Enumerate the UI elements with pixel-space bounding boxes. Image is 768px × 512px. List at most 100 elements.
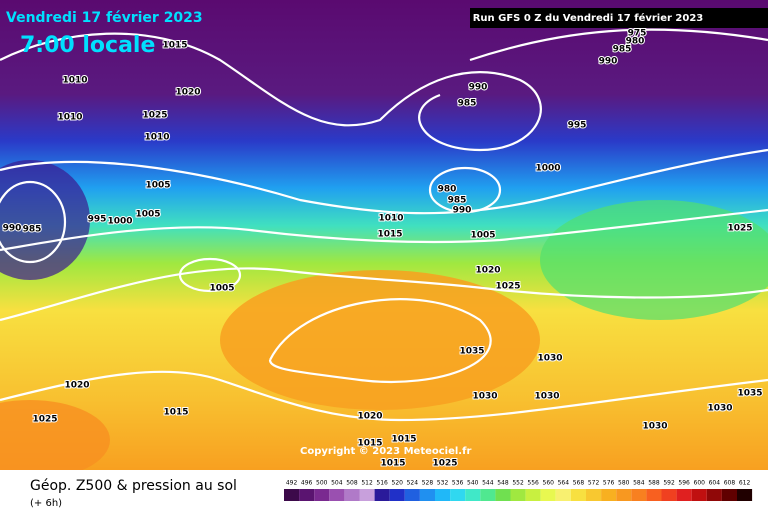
scale-swatch (374, 489, 390, 501)
scale-swatch (329, 489, 345, 501)
scale-swatch (359, 489, 375, 501)
isobar-label: 1020 (175, 88, 200, 98)
isobar-label: 1000 (535, 164, 560, 174)
isobar-label: 1010 (144, 133, 169, 143)
scale-swatch (631, 489, 647, 501)
scale-label: 604 (709, 480, 721, 487)
scale-swatch (510, 489, 526, 501)
isobar-label: 1015 (357, 439, 382, 449)
scale-swatch (737, 489, 753, 501)
isobar-label: 985 (23, 225, 42, 235)
scale-swatch (721, 489, 737, 501)
scale-swatch (706, 489, 722, 501)
scale-label: 492 (286, 480, 298, 487)
isobar-label: 1025 (142, 111, 167, 121)
run-box (470, 8, 768, 28)
scale-label: 516 (376, 480, 388, 487)
scale-label: 496 (301, 480, 313, 487)
scale-label: 556 (527, 480, 539, 487)
scale-swatch (601, 489, 617, 501)
isobar-label: 1030 (472, 392, 497, 402)
low-area (0, 160, 90, 280)
scale-label: 540 (467, 480, 479, 487)
isobar-label: 1020 (64, 381, 89, 391)
isobar-label: 1015 (163, 408, 188, 418)
isobar-label: 985 (448, 196, 467, 206)
isobar-label: 1035 (459, 347, 484, 357)
scale-swatch (691, 489, 707, 501)
scale-label: 504 (331, 480, 343, 487)
scale-label: 560 (543, 480, 555, 487)
scale-label: 528 (422, 480, 434, 487)
footer-lead: (+ 6h) (30, 498, 62, 509)
scale-label: 600 (694, 480, 706, 487)
scale-swatch (661, 489, 677, 501)
color-scale: 492 496 500 504 508 512 516 520 524 528 532 536 540 5… (284, 480, 753, 501)
scale-swatch (404, 489, 420, 501)
isobar-label: 1005 (209, 284, 234, 294)
isobar-label: 1010 (57, 113, 82, 123)
scale-label: 532 (437, 480, 449, 487)
isobar-label: 1005 (470, 231, 495, 241)
isobar-label: 985 (458, 99, 477, 109)
scale-swatch (480, 489, 496, 501)
isobar-label: 990 (599, 57, 618, 67)
scale-label: 564 (558, 480, 570, 487)
scale-label: 568 (573, 480, 585, 487)
scale-swatch (344, 489, 360, 501)
isobar-label: 1025 (32, 415, 57, 425)
isobar-label: 975 (628, 29, 647, 39)
isobar-label: 1010 (378, 214, 403, 224)
scale-label: 500 (316, 480, 328, 487)
isobar-label: 1030 (537, 354, 562, 364)
isobar-label: 1025 (432, 459, 457, 469)
isobar-label: 990 (453, 206, 472, 216)
date: Vendredi 17 février 2023 (6, 10, 203, 26)
scale-label: 536 (452, 480, 464, 487)
isobar-label: 1015 (162, 41, 187, 51)
isobar-label: 980 (626, 37, 645, 47)
isobar-label: 1025 (495, 282, 520, 292)
isobar-label: 1005 (145, 181, 170, 191)
isobar-label: 1010 (62, 76, 87, 86)
scale-label: 612 (739, 480, 751, 487)
warm-area (220, 270, 540, 410)
scale-label: 552 (512, 480, 524, 487)
scale-label: 572 (588, 480, 600, 487)
scale-label: 608 (724, 480, 736, 487)
scale-swatch (646, 489, 662, 501)
scale-label: 584 (633, 480, 645, 487)
isobar-label: 1015 (380, 459, 405, 469)
isobar-label: 995 (88, 215, 107, 225)
scale-label: 524 (407, 480, 419, 487)
isobar-label: 1015 (377, 230, 402, 240)
scale-swatch (540, 489, 556, 501)
isobar-label: 1000 (107, 217, 132, 227)
scale-swatch (284, 489, 300, 501)
isobar-label: 985 (613, 45, 632, 55)
scale-swatch (586, 489, 602, 501)
scale-swatch (435, 489, 451, 501)
isobar-label: 990 (3, 224, 22, 234)
scale-swatch (616, 489, 632, 501)
scale-label: 508 (346, 480, 358, 487)
copyright: Copyright © 2023 Meteociel.fr (300, 446, 471, 457)
scale-label: 588 (648, 480, 660, 487)
isobar-label: 1025 (727, 224, 752, 234)
scale-label: 592 (663, 480, 675, 487)
scale-swatch (450, 489, 466, 501)
scale-swatch (555, 489, 571, 501)
run-info: Run GFS 0 Z du Vendredi 17 février 2023 (473, 12, 704, 24)
scale-label: 596 (678, 480, 690, 487)
scale-swatch (525, 489, 541, 501)
scale-swatch (570, 489, 586, 501)
scale-swatch (299, 489, 315, 501)
isobar-label: 1005 (135, 210, 160, 220)
scale-swatch (389, 489, 405, 501)
scale-swatch (676, 489, 692, 501)
isobar-label: 995 (568, 121, 587, 131)
isobar-label: 1030 (642, 422, 667, 432)
scale-swatch (495, 489, 511, 501)
isobar-label: 1015 (391, 435, 416, 445)
